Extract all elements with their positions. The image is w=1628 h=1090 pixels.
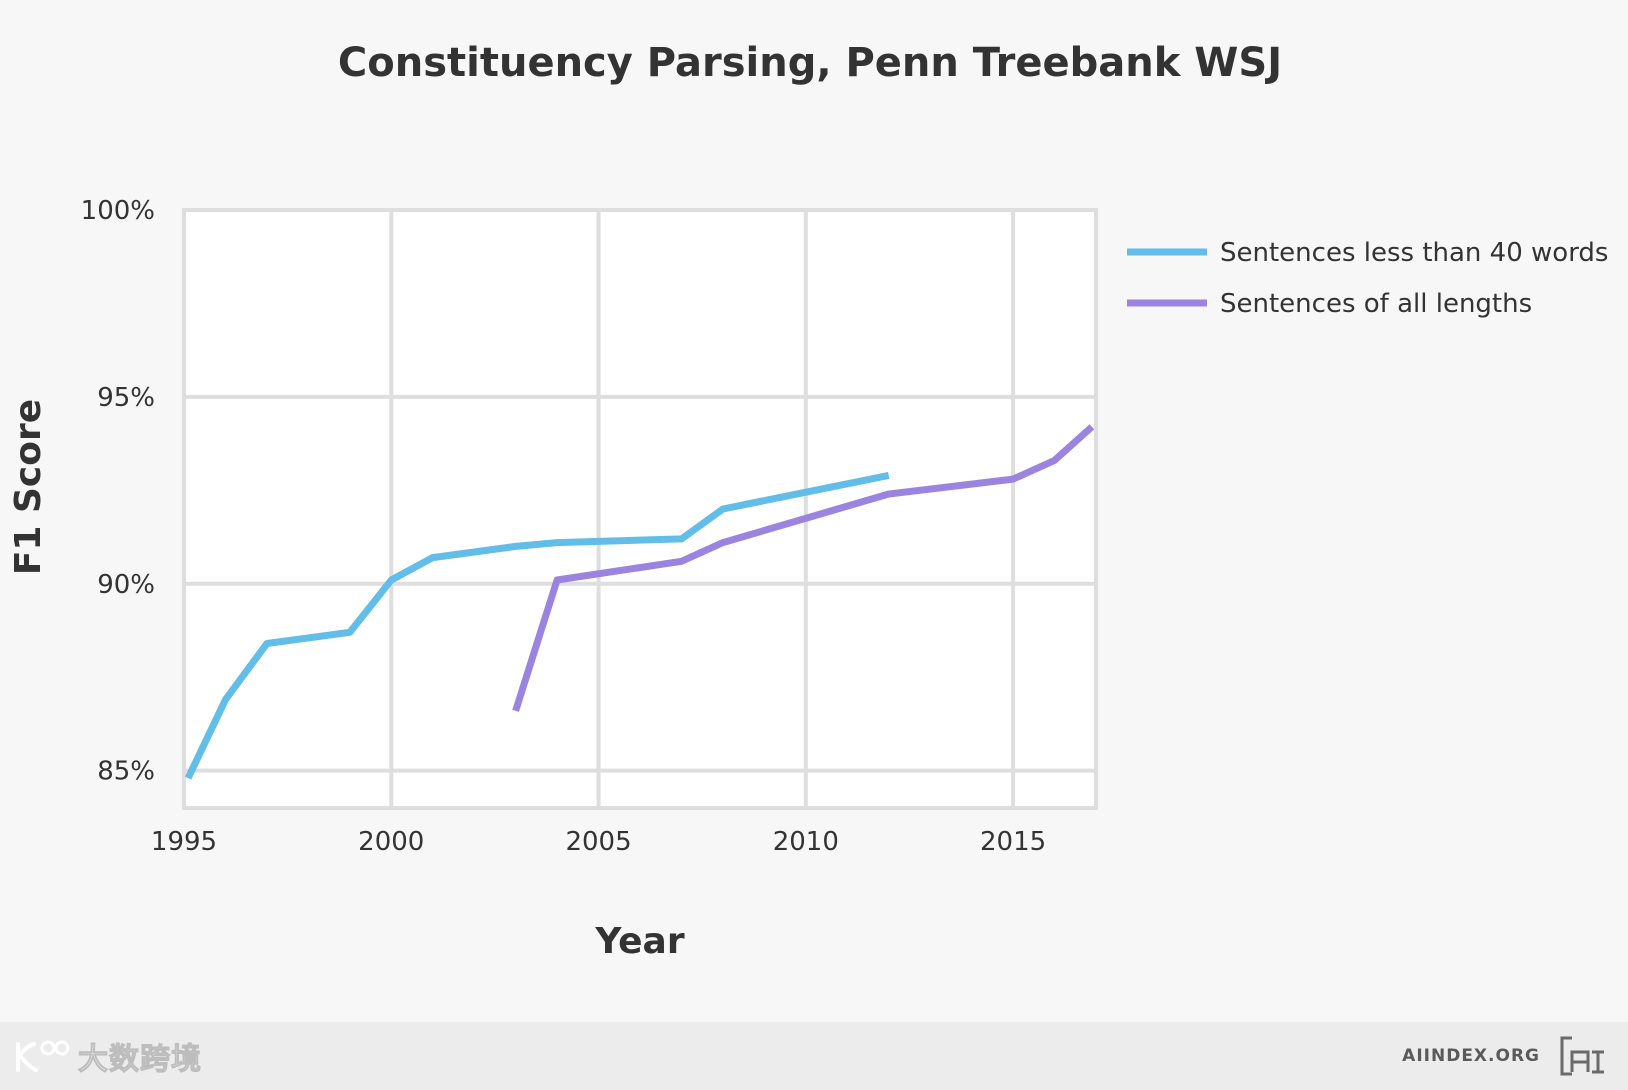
y-tick-labels: 85% 90% 95% 100% <box>81 196 155 787</box>
footer-branding: AIINDEX.ORG <box>1402 1032 1606 1080</box>
series-line-1 <box>184 471 890 780</box>
watermark-logo-icon <box>16 1040 70 1072</box>
legend-label: Sentences of all lengths <box>1220 289 1532 319</box>
legend: Sentences less than 40 words Sentences of… <box>1127 238 1608 319</box>
x-axis-label: Year <box>594 921 684 962</box>
y-axis-label: F1 Score <box>8 399 49 575</box>
y-tick-label: 95% <box>97 383 155 413</box>
series-line-2 <box>512 424 1095 712</box>
y-tick-label: 100% <box>81 196 155 226</box>
footer-bar: 大数跨境 AIINDEX.ORG <box>0 1022 1628 1090</box>
x-tick-label: 2000 <box>358 827 424 857</box>
y-tick-label: 90% <box>97 570 155 600</box>
chart: Constituency Parsing, Penn Treebank WSJ … <box>8 40 1608 962</box>
watermark-text: 大数跨境 <box>78 1042 202 1078</box>
x-tick-label: 1995 <box>151 827 217 857</box>
x-tick-label: 2005 <box>565 827 631 857</box>
x-tick-label: 2010 <box>773 827 839 857</box>
watermark: 大数跨境 <box>12 1034 202 1078</box>
series-lines <box>184 424 1095 780</box>
site-label: AIINDEX.ORG <box>1402 1046 1540 1066</box>
y-tick-label: 85% <box>97 757 155 787</box>
x-tick-labels: 1995 2000 2005 2010 2015 <box>151 827 1046 857</box>
plot-area <box>184 210 1096 808</box>
grid-lines <box>182 208 1098 810</box>
chart-title: Constituency Parsing, Penn Treebank WSJ <box>338 40 1282 86</box>
x-tick-label: 2015 <box>980 827 1046 857</box>
ai-index-logo-icon <box>1560 1036 1604 1076</box>
legend-label: Sentences less than 40 words <box>1220 238 1608 268</box>
